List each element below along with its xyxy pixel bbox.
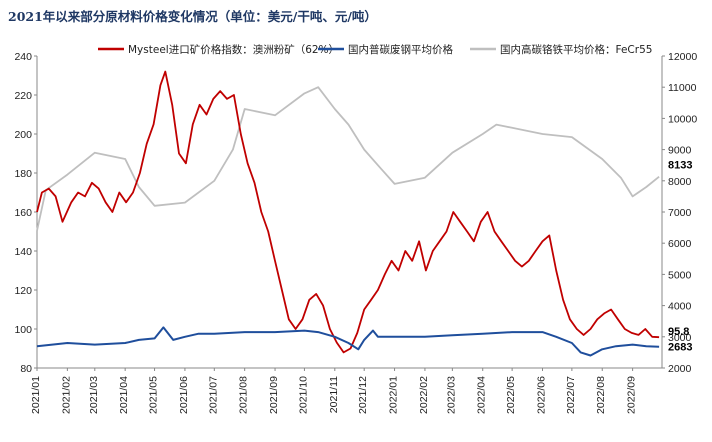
- y-right-tick-label: 5000: [668, 269, 692, 281]
- x-tick-label: 2021/05: [148, 376, 160, 414]
- x-tick-label: 2021/08: [238, 376, 250, 414]
- iron-ore-index-line: [36, 70, 660, 354]
- y-left-tick-label: 160: [14, 207, 32, 219]
- chart-title: 2021年以来部分原材料价格变化情况（单位：美元/干吨、元/吨）: [8, 9, 377, 24]
- y-right-tick-label: 8000: [668, 176, 692, 188]
- y-left-tick-label: 240: [14, 51, 32, 63]
- x-tick-label: 2022/05: [505, 376, 517, 414]
- y-left-tick-label: 200: [14, 129, 32, 141]
- x-tick-label: 2022/09: [626, 376, 638, 414]
- x-tick-label: 2022/01: [388, 376, 400, 414]
- x-tick-label: 2022/07: [565, 376, 577, 414]
- x-tick-label: 2021/03: [88, 376, 100, 414]
- y-right-tick-label: 11000: [668, 82, 697, 94]
- x-tick-label: 2022/04: [476, 376, 488, 414]
- y-right-tick-label: 6000: [668, 238, 692, 250]
- end-label-scrap: 2683: [668, 342, 692, 354]
- y-left-tick-label: 100: [14, 324, 32, 336]
- x-tick-label: 2022/08: [595, 376, 607, 414]
- y-right-tick-label: 3000: [668, 332, 692, 344]
- x-tick-label: 2022/06: [535, 376, 547, 414]
- legend-ferrochrome-label: 国内高碳铬铁平均价格：FeCr55: [500, 43, 652, 56]
- x-tick-label: 2022/02: [418, 376, 430, 414]
- y-left-tick-label: 120: [14, 285, 32, 297]
- x-tick-label: 2021/07: [207, 376, 219, 414]
- x-tick-label: 2021/10: [297, 376, 309, 414]
- end-label-ferrochrome: 8133: [668, 160, 692, 172]
- x-tick-label: 2021/09: [268, 376, 280, 414]
- end-label-iron-ore: 95.8: [668, 326, 689, 338]
- y-right-tick-label: 10000: [668, 113, 697, 125]
- y-left-tick-label: 180: [14, 168, 32, 180]
- ferrochrome-price-line: [36, 86, 660, 231]
- y-right-tick-label: 7000: [668, 207, 692, 219]
- scrap-steel-price-line: [36, 326, 660, 357]
- y-right-tick-label: 2000: [668, 363, 692, 375]
- legend-iron-ore-label: Mysteel进口矿价格指数：澳洲粉矿（62%）: [128, 43, 339, 56]
- x-tick-label: 2022/03: [445, 376, 457, 414]
- y-left-tick-label: 140: [14, 246, 32, 258]
- x-tick-label: 2021/12: [357, 376, 369, 414]
- legend-scrap-steel-label: 国内普碳废钢平均价格: [348, 43, 453, 56]
- y-right-tick-label: 4000: [668, 301, 692, 313]
- y-left-tick-label: 80: [20, 363, 32, 375]
- y-left-tick-label: 220: [14, 90, 32, 102]
- x-tick-label: 2021/01: [30, 376, 42, 414]
- x-tick-label: 2021/04: [118, 376, 130, 414]
- y-right-tick-label: 12000: [668, 51, 697, 63]
- x-tick-label: 2021/02: [60, 376, 72, 414]
- x-tick-label: 2021/06: [178, 376, 190, 414]
- x-tick-label: 2021/11: [328, 376, 340, 413]
- y-right-tick-label: 9000: [668, 145, 692, 157]
